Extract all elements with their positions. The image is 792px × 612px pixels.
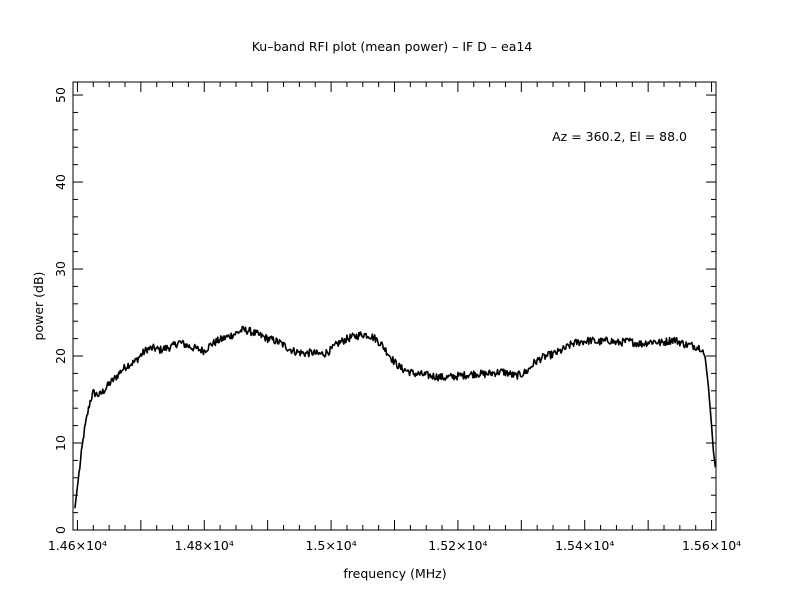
x-tick-label: 1.48×10⁴: [175, 538, 234, 553]
az-el-annotation: Az = 360.2, El = 88.0: [552, 129, 687, 144]
x-tick-label: 1.54×10⁴: [555, 538, 614, 553]
y-tick-label: 40: [53, 174, 68, 190]
y-tick-label: 20: [53, 348, 68, 364]
x-tick-label: 1.5×10⁴: [305, 538, 356, 553]
x-tick-label: 1.56×10⁴: [682, 538, 741, 553]
y-axis-label: power (dB): [31, 272, 46, 341]
x-axis: 1.46×10⁴ 1.48×10⁴ 1.5×10⁴ 1.52×10⁴ 1.54×10⁴ 1…: [48, 82, 741, 553]
y-tick-label: 10: [53, 435, 68, 451]
y-tick-label: 50: [53, 87, 68, 103]
series-line: [74, 325, 717, 509]
x-tick-label: 1.46×10⁴: [48, 538, 107, 553]
y-tick-label: 0: [53, 526, 68, 534]
plot-frame: [72, 81, 717, 531]
y-axis: 0 10 20 30 40 50: [53, 87, 716, 534]
x-axis-label: frequency (MHz): [343, 566, 446, 581]
y-tick-label: 30: [53, 261, 68, 277]
x-tick-label: 1.52×10⁴: [428, 538, 487, 553]
chart-title: Ku–band RFI plot (mean power) – IF D – e…: [252, 39, 533, 54]
